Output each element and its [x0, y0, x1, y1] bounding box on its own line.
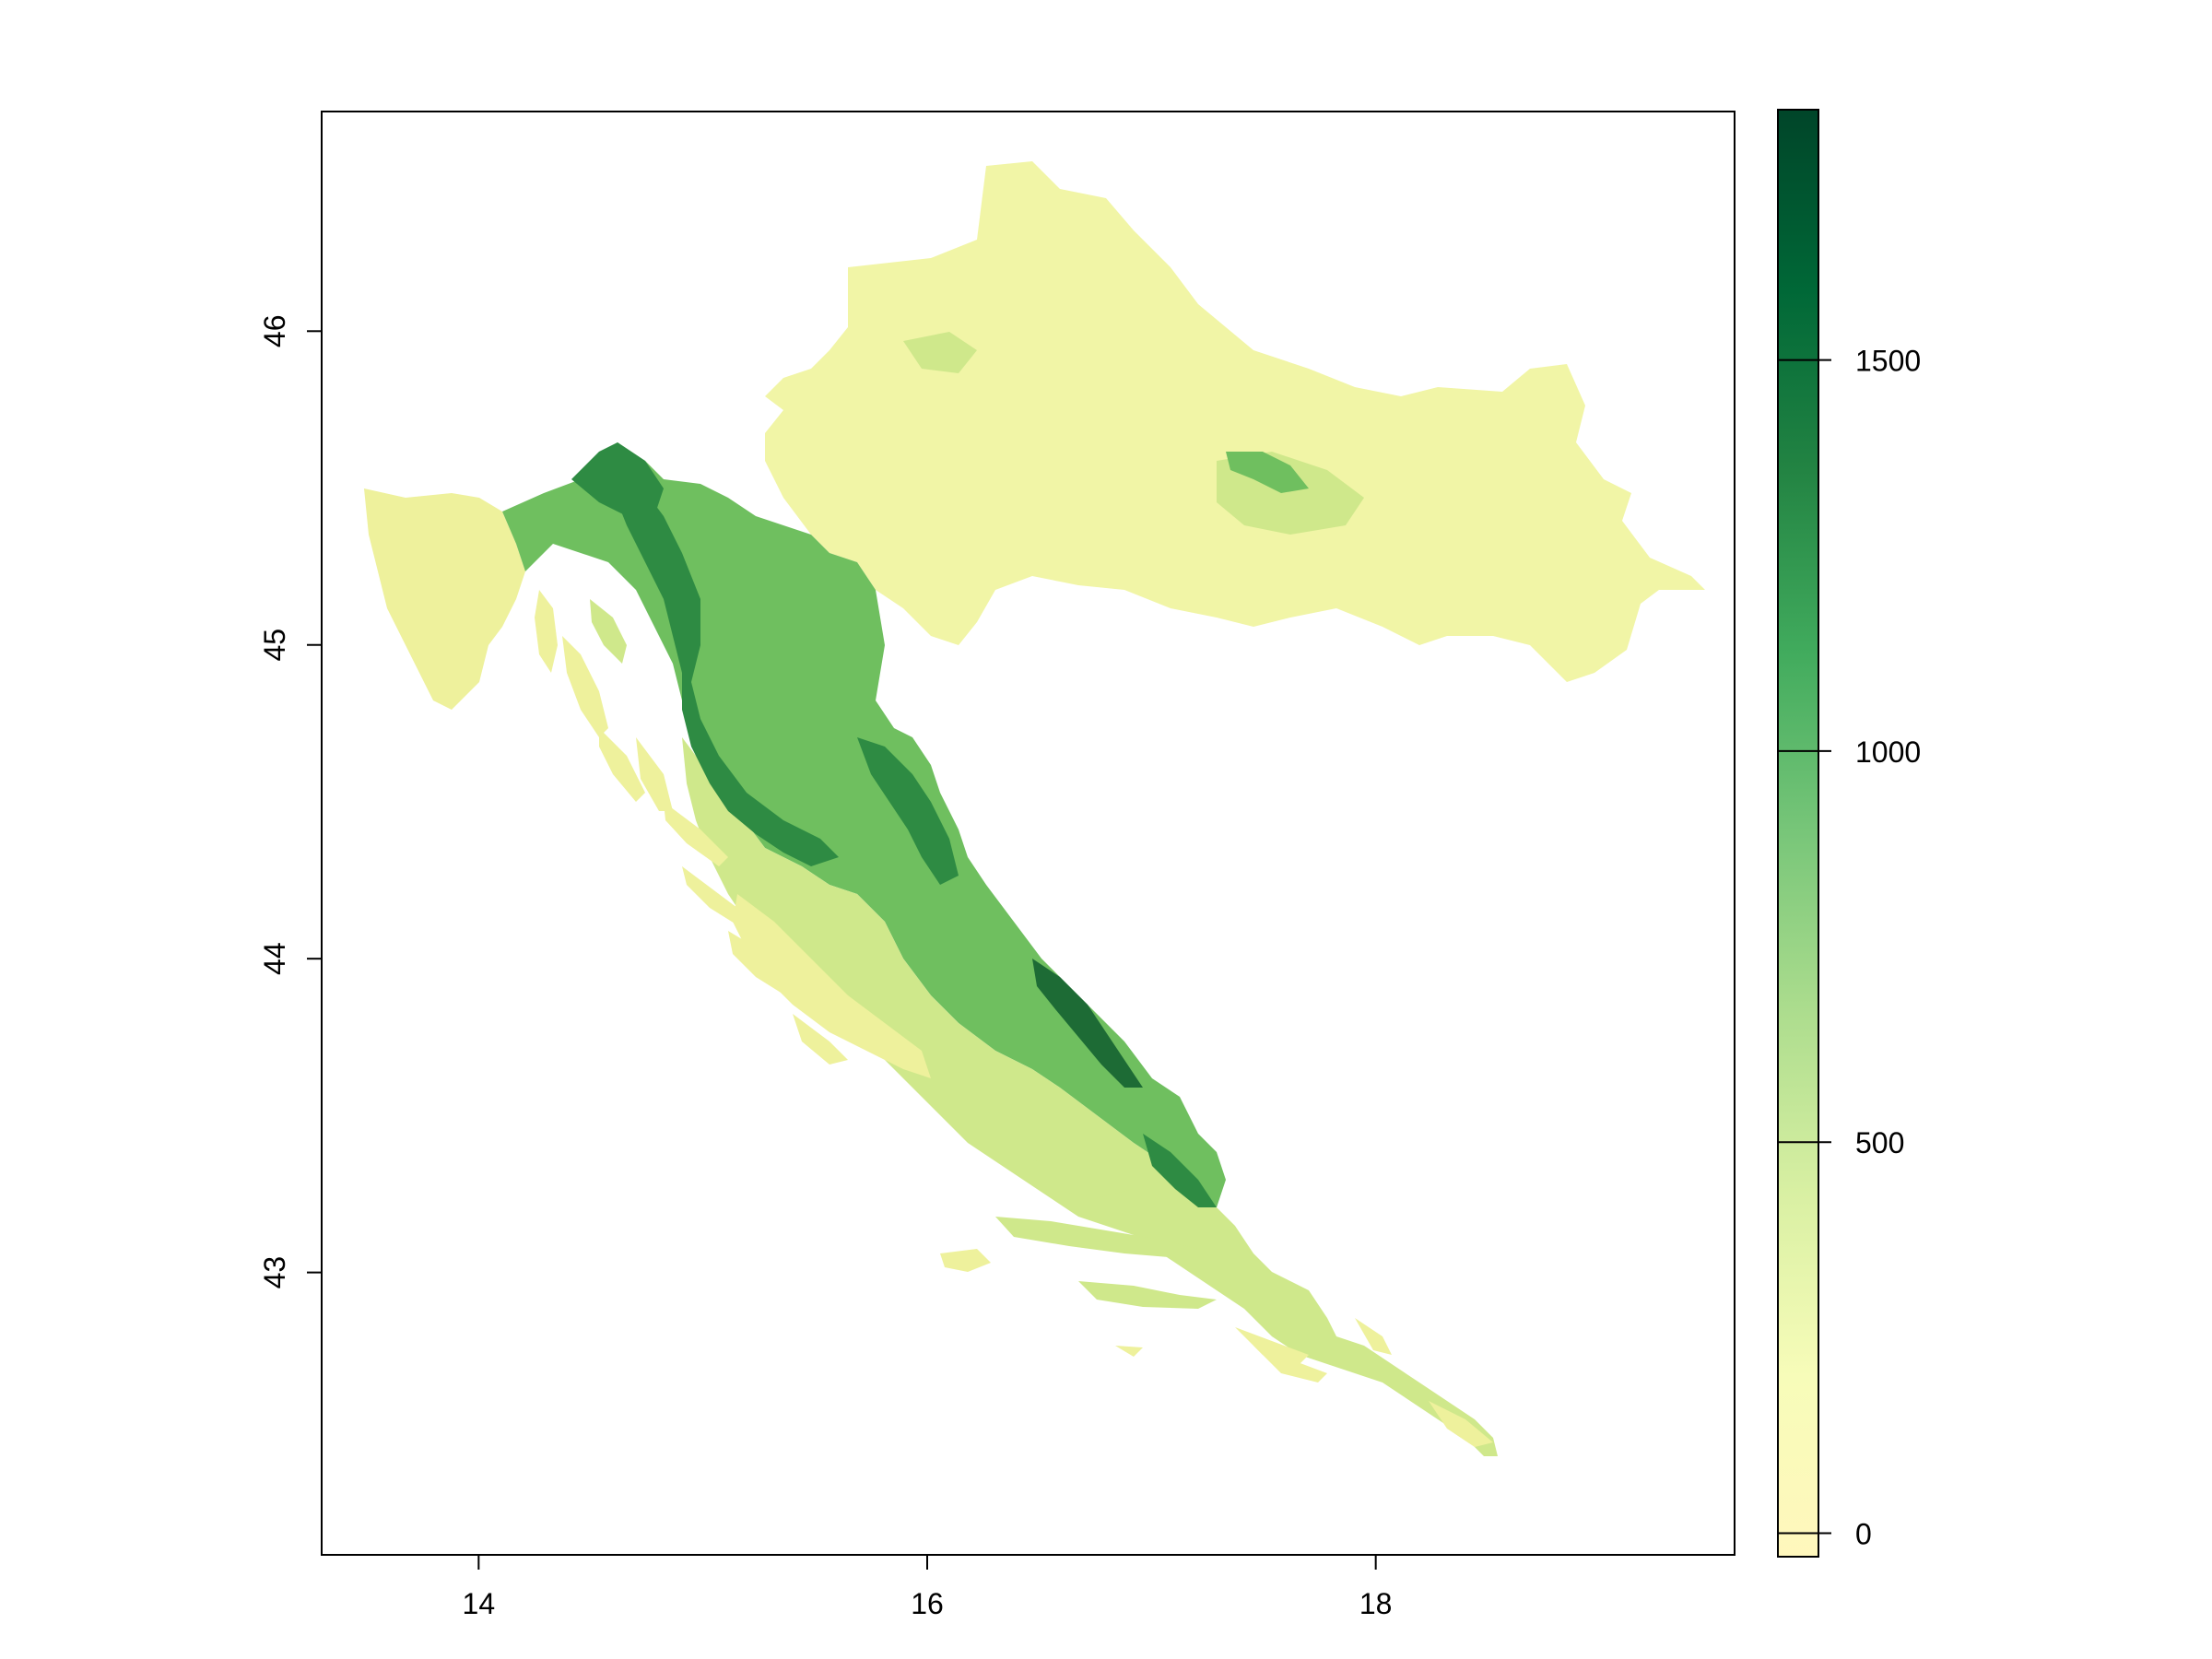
istria-region: [364, 488, 525, 710]
y-axis: 43 44 45 46: [258, 315, 322, 1289]
plot-frame: [321, 111, 1735, 1556]
zagorje-hills: [903, 332, 977, 373]
y-tick-label: 44: [258, 942, 291, 975]
y-tick-label: 43: [258, 1256, 291, 1289]
x-tick-label: 18: [1359, 1587, 1393, 1620]
islands: [535, 590, 1493, 1447]
y-tick-label: 45: [258, 629, 291, 662]
legend-ticks: 0 500 1000 1500: [1778, 345, 1921, 1551]
x-tick-label: 16: [911, 1587, 944, 1620]
northern-lowland-region: [765, 161, 1705, 682]
y-tick-label: 46: [258, 315, 291, 348]
dinara-high: [1032, 959, 1143, 1088]
gorski-kotar-high: [571, 442, 664, 516]
plesevica-high: [857, 737, 959, 885]
legend-tick-label: 500: [1855, 1126, 1904, 1159]
elevation-raster: [364, 161, 1705, 1456]
legend-tick-label: 1000: [1855, 735, 1921, 769]
papuk-high: [1226, 452, 1309, 493]
elevation-legend: 0 500 1000 1500: [1777, 109, 1921, 1558]
legend-colorbar: [1777, 109, 1819, 1558]
biokovo-high: [1143, 1134, 1217, 1207]
x-axis: 14 16 18: [463, 1555, 1393, 1620]
dalmatian-coast-region: [682, 737, 1498, 1456]
legend-tick-label: 0: [1855, 1518, 1872, 1551]
coastal-lowland-strip: [733, 894, 931, 1078]
velebit-high-ridge: [608, 479, 839, 866]
legend-tick-label: 1500: [1855, 345, 1921, 378]
x-tick-label: 14: [463, 1587, 496, 1620]
